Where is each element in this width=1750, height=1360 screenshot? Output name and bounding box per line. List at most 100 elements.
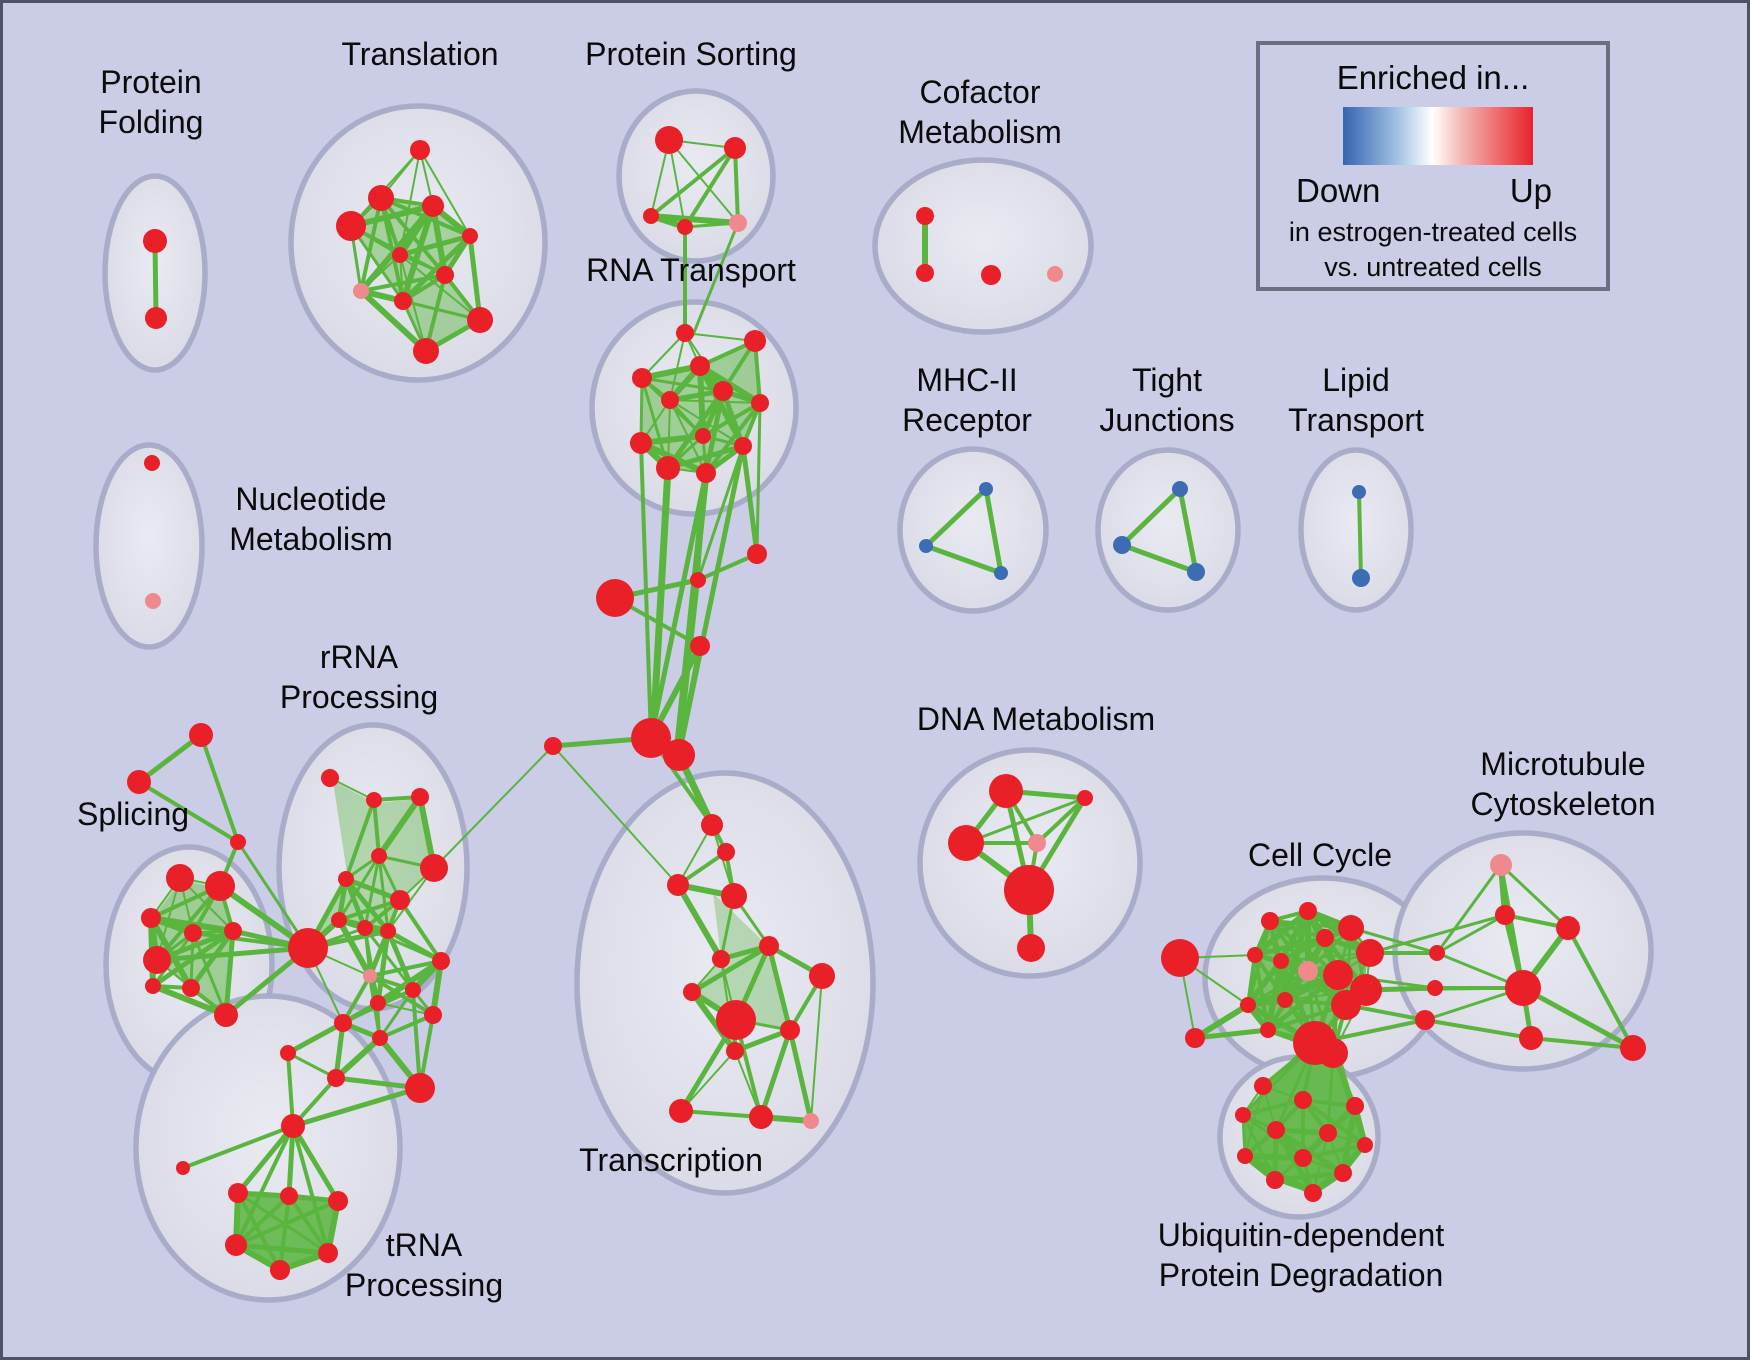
gene-set-node-ubiquitin-degradation-5[interactable] <box>1319 1124 1337 1142</box>
gene-set-node-rrna-processing-10[interactable] <box>288 928 328 968</box>
gene-set-node-protein-folding-0[interactable] <box>143 229 167 253</box>
gene-set-node-dna-metabolism-2[interactable] <box>948 825 984 861</box>
gene-set-node-protein-sorting-1[interactable] <box>724 137 746 159</box>
gene-set-node-ubiquitin-degradation-6[interactable] <box>1357 1137 1373 1153</box>
gene-set-node-microtubule-cytoskeleton-2[interactable] <box>1556 916 1580 940</box>
gene-set-node-rna-transport-1[interactable] <box>744 330 766 352</box>
gene-set-node-microtubule-cytoskeleton-3[interactable] <box>1505 970 1541 1006</box>
gene-set-node-cofactor-metabolism-0[interactable] <box>916 207 934 225</box>
gene-set-node-microtubule-cytoskeleton-6[interactable] <box>1429 945 1445 961</box>
gene-set-node-protein-sorting-2[interactable] <box>643 208 659 224</box>
gene-set-node-cofactor-metabolism-3[interactable] <box>1047 266 1063 282</box>
gene-set-node-rrna-processing-9[interactable] <box>380 923 396 939</box>
gene-set-node-connector-hub-2[interactable] <box>747 544 767 564</box>
gene-set-node-protein-sorting-4[interactable] <box>729 214 747 232</box>
gene-set-node-rrna-processing-18[interactable] <box>280 1045 296 1061</box>
gene-set-node-rrna-processing-12[interactable] <box>432 952 450 970</box>
gene-set-node-trna-processing-2[interactable] <box>228 1183 248 1203</box>
gene-set-node-rrna-processing-17[interactable] <box>372 1030 388 1046</box>
gene-set-node-rrna-processing-19[interactable] <box>327 1069 345 1087</box>
gene-set-node-trna-processing-6[interactable] <box>318 1243 338 1263</box>
gene-set-node-nucleotide-metabolism-1[interactable] <box>145 593 161 609</box>
gene-set-node-trna-processing-1[interactable] <box>176 1161 190 1175</box>
gene-set-node-tight-junctions-2[interactable] <box>1187 563 1205 581</box>
gene-set-node-translation-1[interactable] <box>368 185 394 211</box>
gene-set-node-connector-hub-0[interactable] <box>596 579 634 617</box>
gene-set-node-tight-junctions-0[interactable] <box>1172 481 1188 497</box>
gene-set-node-cell-cycle-7[interactable] <box>1273 953 1289 969</box>
gene-set-node-connector-hub-3[interactable] <box>690 636 710 656</box>
gene-set-node-connector-hub-1[interactable] <box>690 572 706 588</box>
gene-set-node-translation-7[interactable] <box>353 283 369 299</box>
gene-set-node-rrna-processing-5[interactable] <box>420 854 448 882</box>
gene-set-node-rrna-processing-14[interactable] <box>334 1014 352 1032</box>
gene-set-node-transcription-12[interactable] <box>749 1105 773 1129</box>
gene-set-node-trna-processing-4[interactable] <box>328 1191 348 1211</box>
gene-set-node-splicing-3[interactable] <box>184 924 202 942</box>
gene-set-node-splicing-7[interactable] <box>214 1003 238 1027</box>
gene-set-node-lipid-transport-0[interactable] <box>1352 485 1366 499</box>
gene-set-node-cell-cycle-15[interactable] <box>1185 1028 1205 1048</box>
gene-set-node-ubiquitin-degradation-4[interactable] <box>1267 1121 1285 1139</box>
gene-set-node-transcription-9[interactable] <box>780 1020 800 1040</box>
gene-set-node-splicing-4[interactable] <box>224 922 242 940</box>
gene-set-node-transcription-6[interactable] <box>809 963 835 989</box>
gene-set-node-ubiquitin-degradation-9[interactable] <box>1334 1164 1352 1182</box>
gene-set-node-cell-cycle-14[interactable] <box>1260 1022 1276 1038</box>
gene-set-node-translation-5[interactable] <box>392 247 408 263</box>
gene-set-node-splicing-satellite-0[interactable] <box>189 723 213 747</box>
gene-set-node-splicing-5[interactable] <box>143 946 171 974</box>
gene-set-node-dna-metabolism-1[interactable] <box>1077 790 1093 806</box>
gene-set-node-rrna-processing-15[interactable] <box>370 995 386 1011</box>
gene-set-node-trna-processing-3[interactable] <box>280 1187 298 1205</box>
gene-set-node-lipid-transport-1[interactable] <box>1352 569 1370 587</box>
gene-set-node-microtubule-cytoskeleton-7[interactable] <box>1427 980 1443 996</box>
gene-set-node-connector-hub-4[interactable] <box>631 718 671 758</box>
gene-set-node-cell-cycle-4[interactable] <box>1316 929 1334 947</box>
gene-set-node-rrna-processing-16[interactable] <box>424 1006 442 1024</box>
gene-set-node-ubiquitin-degradation-7[interactable] <box>1237 1148 1253 1164</box>
gene-set-node-cell-cycle-12[interactable] <box>1240 997 1256 1013</box>
gene-set-node-ubiquitin-degradation-3[interactable] <box>1235 1107 1251 1123</box>
gene-set-node-cell-cycle-1[interactable] <box>1261 912 1279 930</box>
gene-set-node-rna-transport-5[interactable] <box>661 391 679 409</box>
gene-set-node-rrna-processing-2[interactable] <box>411 788 429 806</box>
gene-set-node-ubiquitin-degradation-10[interactable] <box>1266 1171 1284 1189</box>
gene-set-node-splicing-satellite-1[interactable] <box>127 770 151 794</box>
gene-set-node-cofactor-metabolism-2[interactable] <box>981 265 1001 285</box>
gene-set-node-rrna-processing-13[interactable] <box>405 982 421 998</box>
gene-set-node-splicing-6[interactable] <box>182 979 200 997</box>
gene-set-node-cell-cycle-11[interactable] <box>1331 990 1361 1020</box>
gene-set-node-translation-4[interactable] <box>462 228 478 244</box>
gene-set-node-rna-transport-2[interactable] <box>690 356 710 376</box>
gene-set-node-dna-metabolism-0[interactable] <box>989 774 1023 808</box>
gene-set-node-splicing-2[interactable] <box>141 908 161 928</box>
gene-set-node-rrna-processing-6[interactable] <box>390 890 410 910</box>
gene-set-node-rrna-processing-20[interactable] <box>405 1073 435 1103</box>
gene-set-node-ubiquitin-degradation-8[interactable] <box>1294 1149 1312 1167</box>
gene-set-node-translation-9[interactable] <box>467 307 493 333</box>
gene-set-node-connector-hub-6[interactable] <box>544 737 562 755</box>
gene-set-node-transcription-2[interactable] <box>667 874 689 896</box>
gene-set-node-rrna-processing-11[interactable] <box>363 969 377 983</box>
gene-set-node-rna-transport-4[interactable] <box>713 381 733 401</box>
gene-set-node-trna-processing-0[interactable] <box>281 1114 305 1138</box>
gene-set-node-protein-sorting-0[interactable] <box>655 126 683 154</box>
gene-set-node-microtubule-cytoskeleton-1[interactable] <box>1495 905 1515 925</box>
gene-set-node-protein-folding-1[interactable] <box>145 307 167 329</box>
gene-set-node-translation-2[interactable] <box>422 195 444 217</box>
gene-set-node-cell-cycle-8[interactable] <box>1298 961 1318 981</box>
gene-set-node-splicing-1[interactable] <box>205 871 235 901</box>
gene-set-node-transcription-3[interactable] <box>721 883 747 909</box>
gene-set-node-transcription-1[interactable] <box>717 843 735 861</box>
gene-set-node-tight-junctions-1[interactable] <box>1113 536 1131 554</box>
gene-set-node-transcription-0[interactable] <box>701 814 723 836</box>
gene-set-node-mhc-ii-receptor-2[interactable] <box>994 566 1008 580</box>
gene-set-node-transcription-13[interactable] <box>803 1113 819 1129</box>
gene-set-node-transcription-11[interactable] <box>669 1099 693 1123</box>
gene-set-node-microtubule-cytoskeleton-8[interactable] <box>1415 1010 1435 1030</box>
gene-set-node-mhc-ii-receptor-1[interactable] <box>919 539 933 553</box>
gene-set-node-rna-transport-6[interactable] <box>751 394 769 412</box>
gene-set-node-dna-metabolism-4[interactable] <box>1004 865 1054 915</box>
gene-set-node-protein-sorting-3[interactable] <box>677 219 693 235</box>
